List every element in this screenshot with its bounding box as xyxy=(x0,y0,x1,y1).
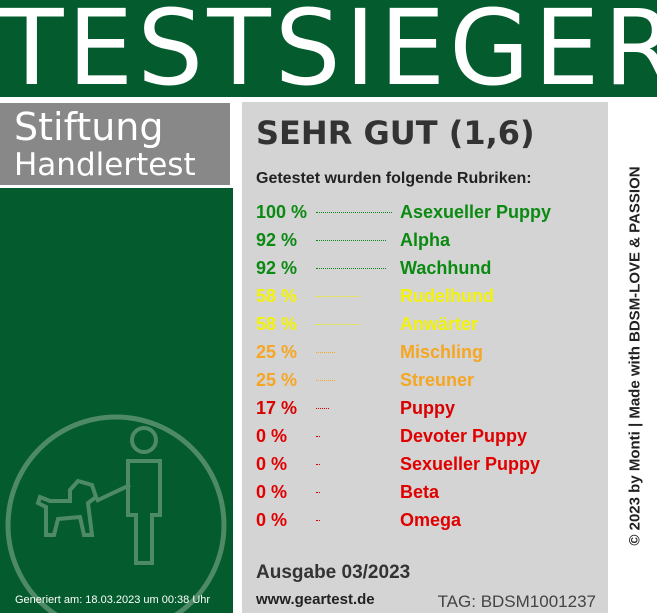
rubric-percent: 100 % xyxy=(256,202,308,222)
left-panel: Stiftung Handlertest Generiert am: 18.03… xyxy=(0,100,233,613)
website-link[interactable]: www.geartest.de xyxy=(256,591,375,608)
rubric-percent: 58 % xyxy=(256,314,298,334)
rubric-list: 100 % Asexueller Puppy 92 % Alpha 92 % Wachhu… xyxy=(256,198,596,534)
header-banner: TESTSIEGER xyxy=(0,0,657,109)
rubric-score-line xyxy=(316,268,386,269)
rubric-percent: 0 % xyxy=(256,454,288,474)
rubric-percent: 58 % xyxy=(256,286,298,306)
rubric-label: Sexueller Puppy xyxy=(400,454,541,474)
rubric-score-line xyxy=(316,212,392,213)
result-panel: SEHR GUT (1,6) Getestet wurden folgende … xyxy=(242,102,608,613)
rubric-percent: 92 % xyxy=(256,230,298,250)
rubric-label: Puppy xyxy=(400,398,456,418)
rubric-row: 17 % Puppy xyxy=(256,394,596,422)
rubric-label: Streuner xyxy=(400,370,475,390)
rubric-score-line xyxy=(316,240,386,241)
rubric-row: 0 % Devoter Puppy xyxy=(256,422,596,450)
rubric-percent: 17 % xyxy=(256,398,298,418)
rubric-row: 25 % Mischling xyxy=(256,338,596,366)
header-title: TESTSIEGER xyxy=(0,0,657,109)
rating-title: SEHR GUT (1,6) xyxy=(256,114,535,152)
rubric-row: 0 % Beta xyxy=(256,478,596,506)
rubric-score-line xyxy=(316,464,320,465)
person-walking-dog-icon xyxy=(5,414,227,613)
rubric-percent: 25 % xyxy=(256,342,298,362)
copyright-text: © 2023 by Monti | Made with BDSM-LOVE & … xyxy=(626,166,644,546)
rubric-label: Devoter Puppy xyxy=(400,426,528,446)
tag-id: TAG: BDSM1001237 xyxy=(437,592,596,611)
rubric-percent: 0 % xyxy=(256,510,288,530)
rubric-row: 58 % Anwärter xyxy=(256,310,596,338)
rubric-score-line xyxy=(316,436,320,437)
rubric-percent: 0 % xyxy=(256,482,288,502)
rubric-score-line xyxy=(316,352,335,353)
brand-line2: Handlertest xyxy=(14,147,196,183)
rubric-row: 0 % Omega xyxy=(256,506,596,534)
rubric-score-line xyxy=(316,520,320,521)
rubric-row: 0 % Sexueller Puppy xyxy=(256,450,596,478)
rubric-percent: 25 % xyxy=(256,370,298,390)
brand-line1: Stiftung xyxy=(14,105,164,149)
rubric-score-line xyxy=(316,408,329,409)
edition-label: Ausgabe 03/2023 xyxy=(256,562,411,583)
generated-timestamp: Generiert am: 18.03.2023 um 00:38 Uhr xyxy=(15,594,211,606)
rubric-percent: 0 % xyxy=(256,426,288,446)
rubric-label: Beta xyxy=(400,482,440,502)
rubric-score-line xyxy=(316,380,335,381)
rubric-score-line xyxy=(316,324,360,325)
rubric-score-line xyxy=(316,492,320,493)
rubric-label: Rudelhund xyxy=(400,286,494,306)
rubric-row: 92 % Wachhund xyxy=(256,254,596,282)
rubric-row: 92 % Alpha xyxy=(256,226,596,254)
rubric-row: 58 % Rudelhund xyxy=(256,282,596,310)
rubric-label: Wachhund xyxy=(400,258,492,278)
rubric-label: Anwärter xyxy=(400,314,479,334)
rubric-intro: Getestet wurden folgende Rubriken: xyxy=(256,170,532,187)
rubric-label: Alpha xyxy=(400,230,451,250)
rubric-label: Asexueller Puppy xyxy=(400,202,552,222)
brand-box: Stiftung Handlertest xyxy=(0,100,233,188)
rubric-percent: 92 % xyxy=(256,258,298,278)
rubric-label: Omega xyxy=(400,510,462,530)
rubric-label: Mischling xyxy=(400,342,484,362)
rubric-row: 100 % Asexueller Puppy xyxy=(256,198,596,226)
rubric-score-line xyxy=(316,296,360,297)
rubric-row: 25 % Streuner xyxy=(256,366,596,394)
side-strip: © 2023 by Monti | Made with BDSM-LOVE & … xyxy=(613,100,657,613)
